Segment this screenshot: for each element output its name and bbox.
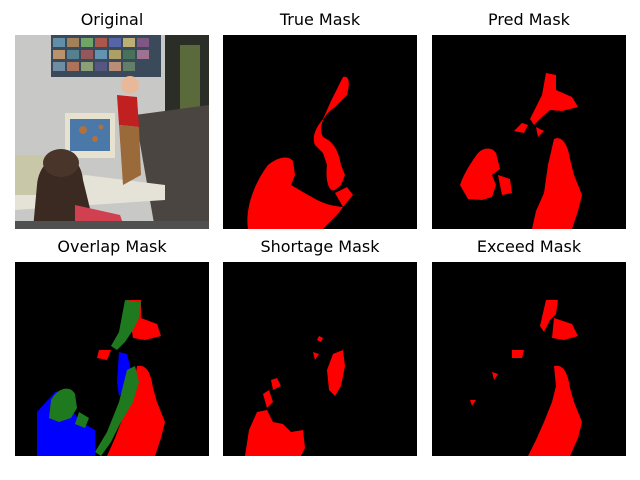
panel-title-original: Original [80,10,144,29]
panel-title-pred-mask: Pred Mask [488,10,570,29]
shortage-mask-image [223,262,417,456]
overlap-mask-image [15,262,209,456]
true-mask-panel [223,35,417,229]
pred-mask-image [432,35,626,229]
panel-title-overlap-mask: Overlap Mask [57,237,167,256]
shortage-mask-panel [223,262,417,456]
panel-title-exceed-mask: Exceed Mask [476,237,582,256]
original-image [15,35,209,229]
pred-mask-panel [432,35,626,229]
exceed-mask-panel [432,262,626,456]
exceed-mask-image [432,262,626,456]
panel-title-shortage-mask: Shortage Mask [260,237,380,256]
overlap-mask-panel [15,262,209,456]
true-mask-image [223,35,417,229]
panel-title-true-mask: True Mask [279,10,361,29]
original-photo-illustration [15,35,209,229]
